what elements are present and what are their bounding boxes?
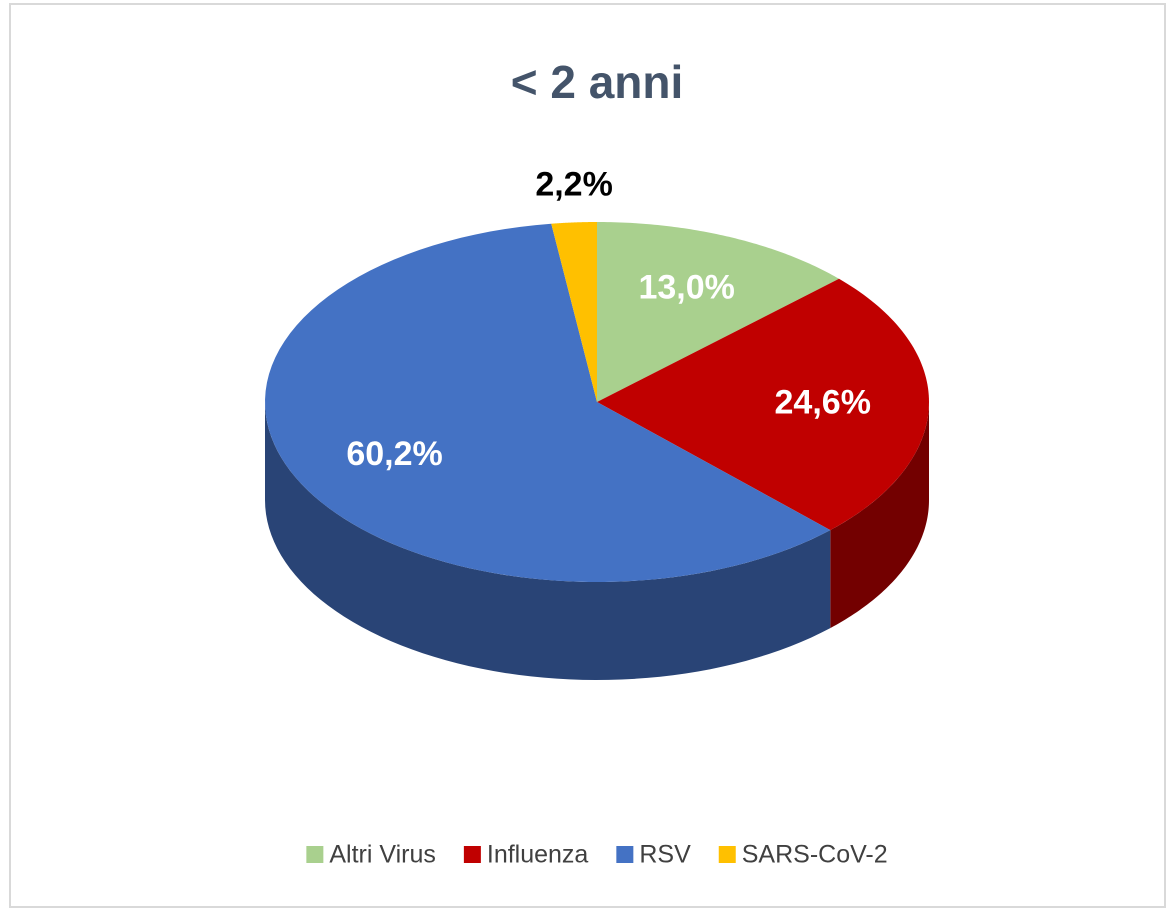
- slice: [597, 278, 929, 531]
- legend-label: Influenza: [487, 841, 589, 869]
- slice: [265, 223, 831, 582]
- legend-label: RSV: [639, 841, 691, 869]
- chart-title: < 2 anni: [511, 56, 684, 108]
- data-label: 60,2%: [346, 435, 442, 473]
- slice: [551, 222, 597, 402]
- legend-swatch: [306, 846, 324, 863]
- data-label: 24,6%: [775, 383, 871, 421]
- slice: [597, 222, 840, 402]
- data-label: 2,2%: [535, 165, 613, 203]
- legend-swatch: [718, 846, 736, 863]
- legend-label: SARS-CoV-2: [742, 841, 888, 869]
- legend-swatch: [463, 846, 481, 863]
- legend-label: Altri Virus: [329, 841, 436, 869]
- legend: Altri Virus Influenza RSV SARS-CoV-2: [306, 841, 888, 869]
- slice-side: [265, 402, 831, 680]
- legend-swatch: [616, 846, 634, 863]
- slice-side: [830, 402, 929, 629]
- data-label: 13,0%: [638, 269, 734, 307]
